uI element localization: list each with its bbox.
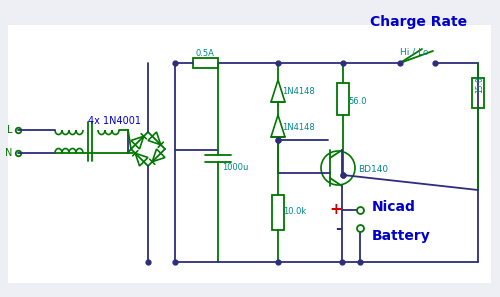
Bar xyxy=(272,195,284,230)
Bar xyxy=(193,58,218,68)
Text: -: - xyxy=(336,220,342,236)
Text: 1000u: 1000u xyxy=(222,162,248,171)
Text: 1N4148: 1N4148 xyxy=(282,122,315,132)
Text: Nicad: Nicad xyxy=(372,200,416,214)
Text: 56.0: 56.0 xyxy=(348,97,366,105)
Text: +: + xyxy=(329,203,342,217)
Text: 0.5A: 0.5A xyxy=(195,50,214,59)
Text: 1N4148: 1N4148 xyxy=(282,88,315,97)
Text: 10.0k: 10.0k xyxy=(283,208,306,217)
Text: 4x 1N4001: 4x 1N4001 xyxy=(88,116,141,126)
Text: Battery: Battery xyxy=(372,229,431,243)
Text: Hi / Lo: Hi / Lo xyxy=(400,48,428,56)
Text: BD140: BD140 xyxy=(358,165,388,175)
Text: N: N xyxy=(4,148,12,158)
Text: L: L xyxy=(6,125,12,135)
Bar xyxy=(472,78,484,108)
Bar xyxy=(337,83,349,115)
Text: Charge Rate: Charge Rate xyxy=(370,15,467,29)
Text: 15.0: 15.0 xyxy=(476,76,484,93)
FancyBboxPatch shape xyxy=(8,25,491,283)
